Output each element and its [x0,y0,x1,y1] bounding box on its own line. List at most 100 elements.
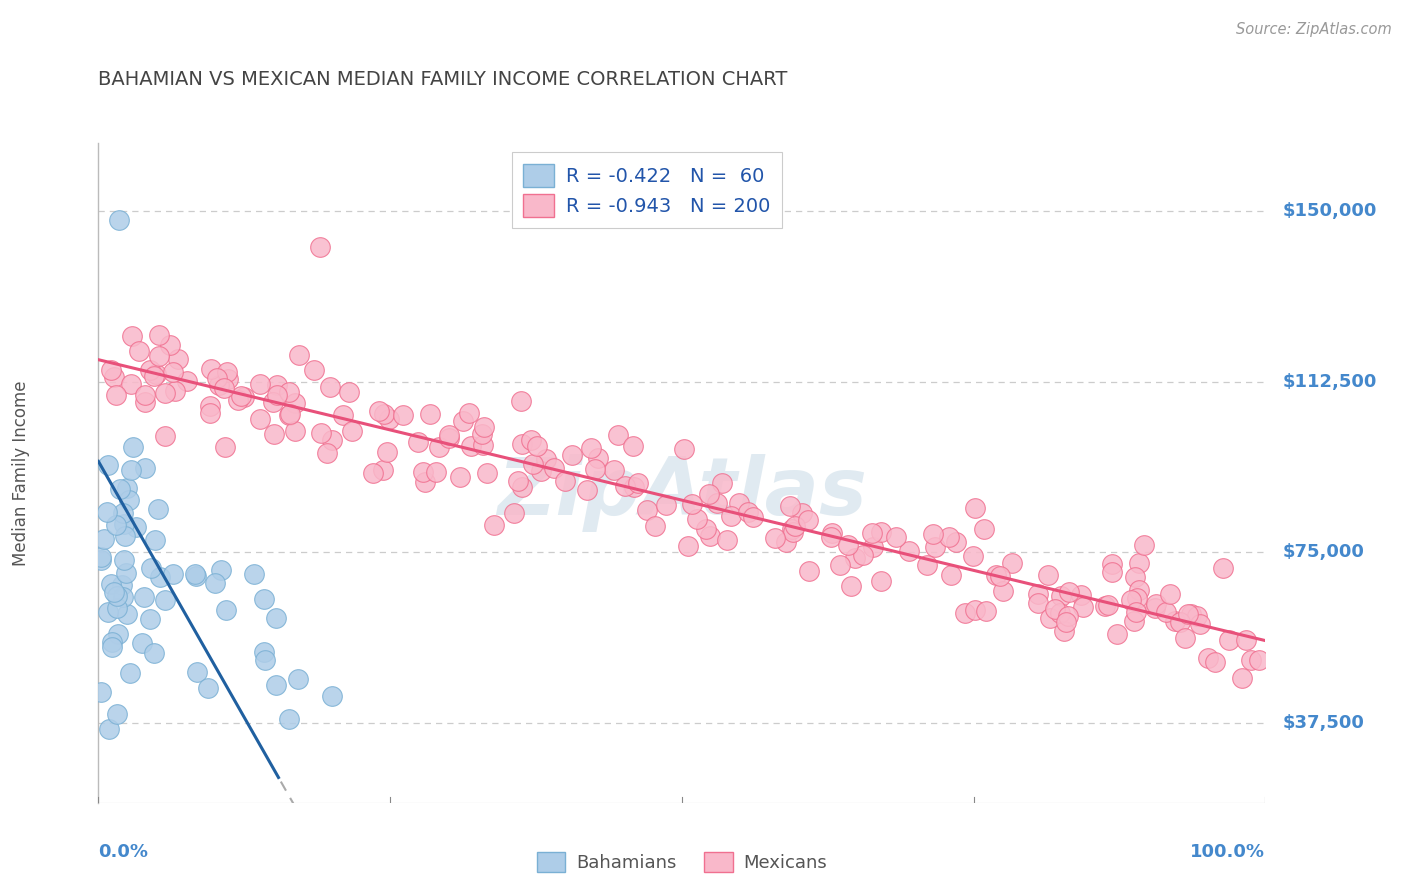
Point [280,408,302,422]
Point [103,585,125,599]
Point [373,407,395,421]
Point [1049,606,1071,620]
Point [249,411,271,425]
Point [321,689,343,703]
Point [111,590,134,604]
Point [1105,627,1128,641]
Point [1240,653,1263,667]
Point [107,601,129,615]
Point [720,508,742,523]
Point [214,440,236,454]
Point [1204,655,1226,669]
Point [1121,592,1143,607]
Point [586,450,609,465]
Point [672,442,695,456]
Text: $37,500: $37,500 [1282,714,1364,732]
Point [716,533,738,547]
Point [1128,556,1150,570]
Point [1154,605,1177,619]
Point [852,548,875,562]
Point [131,636,153,650]
Point [111,578,134,592]
Point [1101,566,1123,580]
Point [437,431,460,445]
Point [1071,600,1094,615]
Point [153,429,176,443]
Point [100,640,122,654]
Point [103,369,125,384]
Point [1026,586,1049,600]
Point [287,347,309,361]
Point [510,394,533,409]
Point [278,712,301,726]
Point [162,365,184,379]
Point [963,501,986,516]
Point [862,540,884,554]
Point [212,381,235,395]
Point [1094,599,1116,614]
Point [1097,599,1119,613]
Point [208,377,231,392]
Point [576,483,599,498]
Point [884,530,907,544]
Point [915,558,938,573]
Point [253,653,276,667]
Point [1174,632,1197,646]
Text: BAHAMIAN VS MEXICAN MEDIAN FAMILY INCOME CORRELATION CHART: BAHAMIAN VS MEXICAN MEDIAN FAMILY INCOME… [98,70,787,89]
Point [437,427,460,442]
Point [337,384,360,399]
Point [115,566,138,580]
Point [472,438,495,452]
Text: $112,500: $112,500 [1282,373,1376,391]
Point [1039,610,1062,624]
Point [114,529,136,543]
Point [153,592,176,607]
Point [139,363,162,377]
Point [215,603,238,617]
Point [427,440,450,454]
Point [460,439,482,453]
Point [319,380,342,394]
Point [945,535,967,549]
Point [377,445,399,459]
Point [120,463,142,477]
Point [215,365,238,379]
Point [449,470,471,484]
Point [1057,609,1080,624]
Point [1059,585,1081,599]
Point [93,532,115,546]
Point [96,505,118,519]
Point [112,506,135,520]
Point [139,561,162,575]
Point [263,426,285,441]
Point [676,539,699,553]
Point [148,502,170,516]
Point [1070,588,1092,602]
Point [105,589,128,603]
Point [378,412,401,426]
Point [554,474,576,488]
Point [108,482,131,496]
Point [510,480,533,494]
Point [125,520,148,534]
Point [159,338,181,352]
Point [782,524,804,539]
Point [797,513,820,527]
Point [458,406,481,420]
Point [90,684,112,698]
Point [1164,614,1187,628]
Point [627,475,650,490]
Point [681,497,703,511]
Point [1045,601,1067,615]
Point [252,592,274,607]
Point [939,568,962,582]
Point [1128,582,1150,597]
Point [204,575,226,590]
Point [1026,596,1049,610]
Point [100,576,122,591]
Point [1132,538,1154,552]
Point [97,605,120,619]
Point [145,368,167,382]
Point [90,549,112,564]
Point [482,517,505,532]
